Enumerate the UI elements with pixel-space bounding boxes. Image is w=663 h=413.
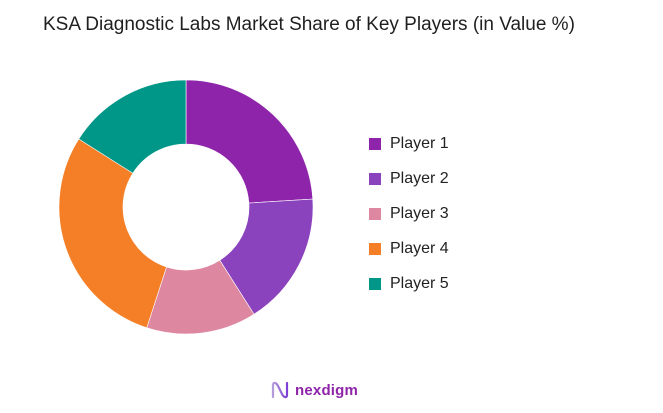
legend-label: Player 5	[390, 274, 449, 292]
legend-swatch-icon	[369, 172, 381, 185]
legend-swatch-icon	[369, 137, 381, 150]
brand-name: nexdigm	[295, 381, 359, 399]
legend-label: Player 2	[390, 169, 449, 187]
nexdigm-logo-icon	[271, 381, 289, 399]
donut-slice-player-4[interactable]	[58, 138, 167, 329]
legend-item-player-4[interactable]: Player 4	[369, 231, 449, 266]
legend-item-player-3[interactable]: Player 3	[369, 196, 449, 231]
donut-slice-player-1[interactable]	[185, 79, 314, 204]
legend-label: Player 4	[390, 239, 449, 257]
chart-title: KSA Diagnostic Labs Market Share of Key …	[43, 14, 575, 35]
legend-swatch-icon	[369, 207, 381, 220]
legend-item-player-2[interactable]: Player 2	[369, 161, 449, 196]
legend: Player 1 Player 2 Player 3 Player 4 Play…	[369, 126, 449, 301]
legend-label: Player 1	[390, 134, 449, 152]
legend-item-player-5[interactable]: Player 5	[369, 266, 449, 301]
legend-item-player-1[interactable]: Player 1	[369, 126, 449, 161]
donut-slices	[58, 79, 314, 335]
legend-swatch-icon	[369, 277, 381, 290]
brand-logo: nexdigm	[270, 381, 358, 399]
legend-swatch-icon	[369, 242, 381, 255]
donut-slice-player-5[interactable]	[78, 79, 187, 174]
legend-label: Player 3	[390, 204, 449, 222]
